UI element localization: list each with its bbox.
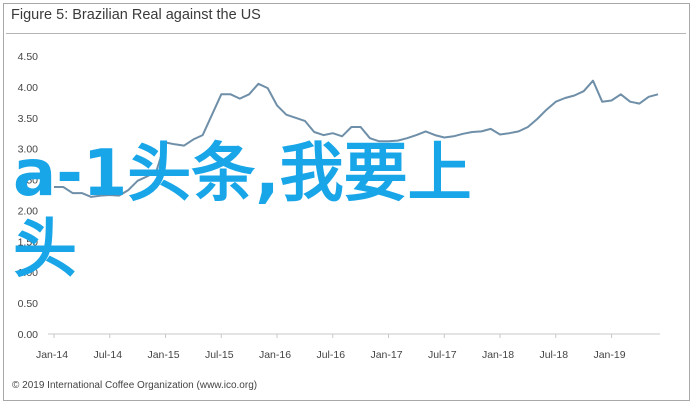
x-axis: Jan-14 Jul-14 Jan-15 Jul-15 Jan-16 Jul-16 Jan-… (36, 334, 626, 361)
plot-area (54, 79, 659, 198)
x-tick-label: Jan-16 (259, 349, 291, 361)
x-tick-label: Jan-14 (36, 349, 68, 361)
x-tick-label: Jan-17 (370, 349, 402, 361)
title-divider (6, 33, 686, 34)
y-tick-label: 0.00 (18, 329, 39, 341)
y-axis: 0.00 0.50 1.00 1.50 2.00 2.50 3.00 3.50 4.00 4.50 (18, 51, 39, 341)
y-tick-label: 4.50 (18, 51, 39, 63)
x-tick-label: Jan-18 (482, 349, 514, 361)
x-tick-label: Jan-15 (147, 349, 179, 361)
figure-frame (3, 3, 690, 401)
overlay-text: a-1头条,我要上头 (13, 137, 472, 287)
x-tick-label: Jul-18 (539, 349, 568, 361)
y-tick-label: 2.50 (18, 175, 39, 187)
y-tick-label: 4.00 (18, 82, 39, 94)
chart-title: Figure 5: Brazilian Real against the US (11, 7, 261, 23)
y-tick-label: 3.00 (18, 144, 39, 156)
y-tick-label: 0.50 (18, 298, 39, 310)
copyright-footer: © 2019 International Coffee Organization… (12, 380, 258, 391)
x-tick-label: Jul-14 (93, 349, 122, 361)
series-line (54, 79, 659, 198)
x-tick-label: Jan-19 (593, 349, 625, 361)
y-tick-label: 3.50 (18, 113, 39, 125)
x-tick-label: Jul-17 (428, 349, 457, 361)
x-tick-label: Jul-16 (316, 349, 345, 361)
y-tick-label: 1.00 (18, 267, 39, 279)
y-tick-label: 1.50 (18, 236, 39, 248)
y-tick-label: 2.00 (18, 205, 39, 217)
x-tick-label: Jul-15 (205, 349, 234, 361)
